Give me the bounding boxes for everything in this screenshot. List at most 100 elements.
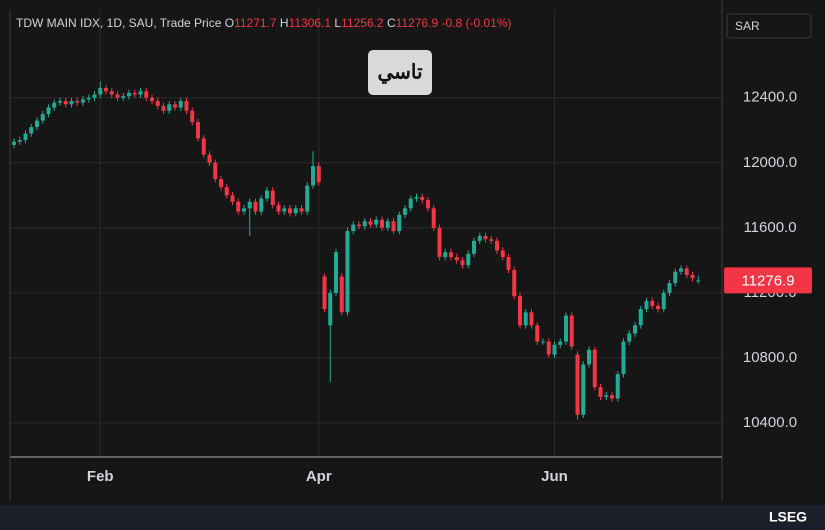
candle-body [138, 91, 143, 95]
candle-body [207, 154, 212, 163]
candle-body [495, 240, 499, 251]
candle-body [282, 208, 287, 212]
candle-body [345, 231, 350, 313]
ohlc-letter: H [280, 16, 289, 30]
candle-body [98, 88, 103, 95]
candle-body [362, 221, 367, 227]
currency[interactable]: SAR [735, 19, 760, 33]
candle-body [380, 219, 384, 228]
candle-body [437, 227, 442, 258]
candle-body [236, 201, 241, 212]
x-tick-label: Apr [306, 468, 332, 485]
candle-body [351, 224, 356, 232]
candle-body [12, 141, 16, 145]
candle-body [132, 92, 137, 95]
x-tick-label: Jun [541, 468, 568, 485]
candle-body [265, 190, 269, 199]
candle-body [253, 201, 258, 212]
candle-body [29, 127, 34, 134]
candle-body [270, 190, 275, 206]
candle-body [483, 235, 488, 240]
ohlc-letter: O [225, 16, 234, 30]
candle-body [420, 196, 425, 201]
ohlc-value: 11256.2 [341, 16, 384, 30]
candle-body [615, 374, 620, 399]
candle-body [178, 101, 183, 108]
labels: 10400.010800.011200.011600.012000.012400… [87, 89, 812, 485]
candle-body [276, 205, 281, 212]
ohlc-letter: C [387, 16, 396, 30]
candle-body [627, 333, 632, 342]
candle-body [17, 140, 22, 142]
candle-body [316, 166, 321, 183]
candle-body [575, 354, 580, 415]
badge-box [368, 50, 432, 95]
candle-body [293, 208, 298, 214]
candle-body [408, 198, 413, 209]
source: LSEG [769, 509, 807, 525]
ohlc-value: 11271.7 [234, 16, 277, 30]
candle-body [477, 235, 482, 241]
candle-body [581, 364, 586, 415]
y-tick-label: 11600.0 [743, 219, 796, 236]
candle-body [523, 312, 528, 326]
candle-body [638, 309, 643, 326]
candle-body [299, 208, 304, 212]
candle-body [529, 312, 534, 326]
last-price-box [724, 267, 812, 294]
badge: تاسي [377, 61, 423, 84]
candle-body [86, 97, 91, 100]
candle-body [621, 341, 626, 375]
change: -0.8 (-0.01%) [441, 16, 511, 30]
candle-body [242, 208, 246, 212]
candle-body [52, 102, 57, 108]
currency-box[interactable] [726, 13, 812, 39]
candle-body [466, 253, 471, 266]
candle-body [414, 196, 419, 199]
candle-body [489, 239, 494, 241]
candle-body [224, 187, 229, 196]
candle-body [684, 268, 689, 275]
candle-body [219, 179, 223, 188]
candle-body [587, 349, 591, 365]
y-tick-label: 10800.0 [743, 349, 797, 366]
candle-body [460, 260, 465, 266]
candle-body [213, 162, 218, 180]
candle-body [201, 138, 206, 155]
candle-body [63, 101, 68, 105]
candle-body [454, 257, 459, 261]
candle-body [334, 252, 338, 293]
candle-body [75, 101, 80, 103]
x-tick-label: Feb [87, 468, 114, 485]
candle-body [184, 101, 189, 111]
grid [10, 10, 722, 457]
candle-body [656, 305, 660, 310]
ohlc-letter: L [334, 16, 341, 30]
candle-body [46, 107, 51, 115]
candle-body [690, 274, 695, 279]
candle-body [127, 92, 131, 97]
candle-body [81, 99, 85, 103]
last-price: 11276.9 [741, 272, 794, 289]
candle-body [305, 185, 310, 212]
candle-body [403, 208, 407, 215]
candle-body [328, 292, 333, 326]
candle-body [633, 325, 637, 334]
candle-body [512, 270, 517, 297]
candle-body [431, 208, 436, 228]
candle-body [385, 221, 390, 228]
candle-body [190, 110, 195, 123]
y-tick-label: 12400.0 [743, 89, 797, 106]
candle-body [161, 105, 166, 111]
candle-body [23, 133, 28, 141]
candle-body [368, 221, 373, 225]
candle-body [644, 300, 649, 310]
candle-body [518, 296, 522, 326]
candle-body [661, 292, 666, 310]
candle-body [535, 325, 540, 342]
candle-body [115, 94, 120, 98]
candle-body [564, 315, 568, 342]
candle-body [173, 104, 177, 108]
candle-body [506, 257, 511, 271]
candles [12, 81, 701, 420]
